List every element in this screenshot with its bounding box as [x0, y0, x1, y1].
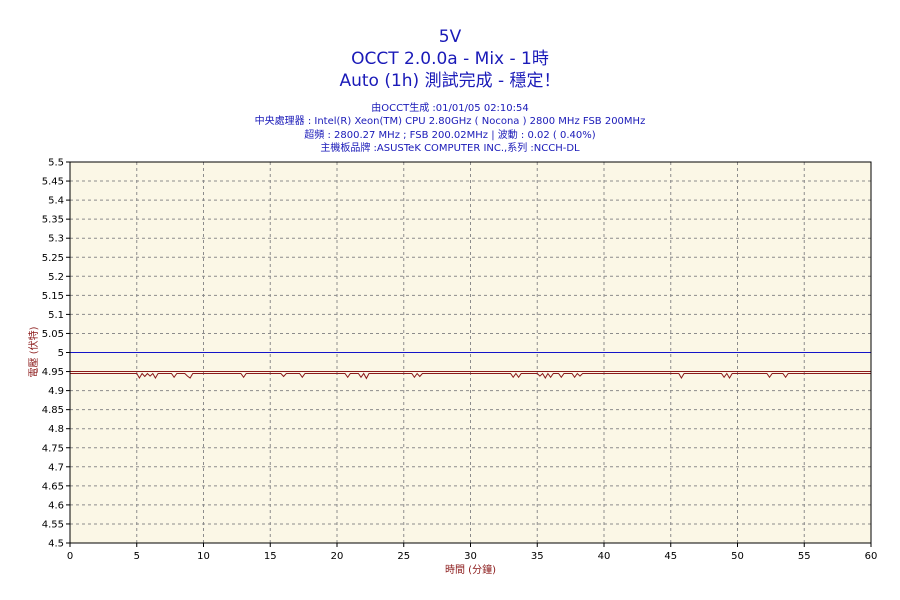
axes-frame [66, 161, 872, 547]
frequency-line: 超頻 : 2800.27 MHz ; FSB 200.02MHz | 波動 : … [304, 129, 596, 141]
x-tick-label: 45 [664, 551, 677, 562]
system-info: 由OCCT生成 :01/01/05 02:10:54 中央處理器 : Intel… [0, 102, 900, 155]
x-tick-label: 15 [264, 551, 277, 562]
x-tick-label: 60 [865, 551, 878, 562]
y-tick-label: 4.5 [48, 539, 64, 550]
x-tick-label: 10 [197, 551, 210, 562]
y-tick-label: 5.45 [42, 177, 64, 188]
y-axis-label: 電壓 (伏特) [27, 326, 40, 377]
y-tick-label: 4.6 [48, 500, 64, 511]
y-tick-label: 5.4 [48, 196, 64, 207]
chart-titles: 5V OCCT 2.0.0a - Mix - 1時 Auto (1h) 測試完成… [0, 26, 900, 92]
y-tick-label: 5.2 [48, 272, 64, 283]
y-tick-label: 4.85 [42, 405, 64, 416]
y-tick-label: 4.95 [42, 367, 64, 378]
x-tick-label: 5 [134, 551, 140, 562]
y-tick-label: 4.7 [48, 462, 64, 473]
x-tick-labels: 0 5 10 15 20 25 30 35 40 45 50 55 60 [67, 551, 878, 562]
generated-line: 由OCCT生成 :01/01/05 02:10:54 [371, 103, 529, 114]
y-tick-label: 4.65 [42, 481, 64, 492]
cpu-line: 中央處理器 : Intel(R) Xeon(TM) CPU 2.80GHz ( … [254, 116, 646, 128]
motherboard-line: 主機板品牌 :ASUSTeK COMPUTER INC.,系列 :NCCH-DL [320, 142, 580, 154]
x-tick-label: 0 [67, 551, 73, 562]
x-tick-label: 20 [331, 551, 344, 562]
y-tick-label: 5.35 [42, 215, 64, 226]
test-status: Auto (1h) 測試完成 - 穩定！ [339, 71, 561, 91]
grid-lines [70, 162, 871, 543]
y-tick-label: 4.55 [42, 519, 64, 530]
x-tick-label: 25 [397, 551, 410, 562]
x-tick-label: 55 [798, 551, 811, 562]
plot-frame [69, 161, 872, 544]
y-tick-label: 5.3 [48, 234, 64, 245]
chart-title: 5V [438, 27, 462, 47]
x-tick-label: 40 [598, 551, 611, 562]
y-tick-label: 5.15 [42, 291, 64, 302]
y-tick-label: 4.9 [48, 386, 64, 397]
y-tick-label: 5.25 [42, 253, 64, 264]
series-group [70, 371, 871, 380]
y-tick-label: 5.05 [42, 329, 64, 340]
y-tick-label: 5.5 [48, 158, 64, 169]
x-axis-label: 時間 (分鐘) [445, 563, 496, 576]
y-tick-label: 4.75 [42, 443, 64, 454]
x-tick-label: 35 [531, 551, 544, 562]
x-tick-label: 30 [464, 551, 477, 562]
chart-subtitle: OCCT 2.0.0a - Mix - 1時 [351, 49, 549, 69]
x-tick-label: 50 [731, 551, 744, 562]
voltage-series-line [70, 372, 871, 380]
y-tick-labels: 4.5 4.55 4.6 4.65 4.7 4.75 4.8 4.85 4.9 4.95 5 5.05… [42, 158, 64, 550]
y-tick-label: 4.8 [48, 424, 64, 435]
y-tick-label: 5.1 [48, 310, 64, 321]
y-tick-label: 5 [58, 348, 64, 359]
